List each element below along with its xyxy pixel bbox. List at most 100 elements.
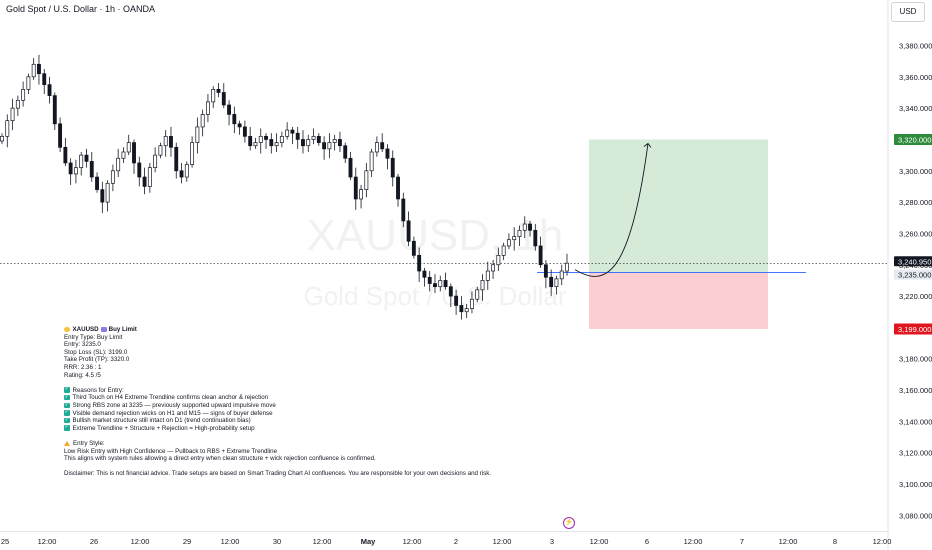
candle-down (179, 170, 184, 178)
x-tick-label: 12:00 (313, 537, 332, 546)
candle-up (21, 88, 26, 101)
symbol-title[interactable]: Gold Spot / U.S. Dollar · 1h · OANDA (6, 4, 156, 14)
candle-down (528, 223, 532, 231)
x-tick-label: 26 (90, 537, 98, 546)
candle-down (443, 280, 448, 288)
y-tick-label: 3,160.000 (899, 386, 932, 395)
sl-price-badge: 3,199.000 (898, 325, 931, 334)
candle-down (411, 240, 416, 256)
candle-up (464, 308, 469, 313)
candle-up (311, 135, 316, 140)
note-line: RRR: 2.36 : 1 (64, 363, 102, 371)
x-tick-label: 12:00 (221, 537, 240, 546)
candle-down (95, 176, 99, 190)
candle-down (89, 161, 94, 178)
candle-down (459, 305, 464, 313)
candle-down (216, 88, 221, 93)
candle-up (190, 142, 195, 165)
candle-down (322, 142, 327, 150)
x-tick-label: 12:00 (403, 537, 422, 546)
candle-down (343, 145, 348, 159)
candle-up (163, 135, 168, 147)
candle-up (480, 280, 485, 291)
candle-up (258, 135, 263, 143)
candle-up (491, 264, 496, 272)
candle-up (306, 139, 311, 147)
x-tick-label: 25 (1, 537, 9, 546)
x-tick-label: 29 (183, 537, 191, 546)
y-tick-label: 3,380.000 (899, 41, 932, 50)
candle-down (237, 123, 242, 128)
y-tick-label: 3,140.000 (899, 417, 932, 426)
candle-up (485, 270, 490, 281)
candle-up (332, 139, 337, 143)
x-tick-label: 8 (833, 537, 837, 546)
candle-down (58, 123, 63, 148)
candle-down (242, 126, 247, 137)
candle-up (285, 129, 290, 137)
candle-up (31, 63, 36, 78)
candle-down (401, 198, 406, 222)
reason-item: ✓ Extreme Trendline + Structure + Rejecti… (64, 424, 255, 432)
y-tick-label: 3,340.000 (899, 104, 932, 113)
candle-up (0, 135, 4, 142)
candle-up (253, 142, 258, 147)
candle-down (295, 132, 300, 140)
y-tick-label: 3,280.000 (899, 198, 932, 207)
note-line: Stop Loss (SL): 3199.0 (64, 348, 128, 356)
candle-up (374, 142, 379, 153)
candle-down (227, 104, 231, 115)
reason-item: ✓ Strong RBS zone at 3235 — previously su… (64, 401, 276, 409)
candle-up (79, 154, 84, 169)
candle-up (359, 189, 363, 200)
candle-down (380, 142, 385, 150)
candle-up (475, 289, 480, 300)
candle-down (549, 276, 554, 288)
candle-down (169, 135, 173, 148)
x-tick-label: 3 (550, 537, 554, 546)
y-tick-label: 3,300.000 (899, 167, 932, 176)
tp-price-badge: 3,320.000 (898, 135, 931, 144)
x-tick-label: 12:00 (590, 537, 609, 546)
note-line: Entry Type: Buy Limit (64, 333, 123, 341)
bulb-icon (64, 326, 70, 333)
candle-down (174, 146, 179, 172)
candle-down (454, 295, 459, 306)
note-heading: XAUUSD Buy Limit (64, 326, 491, 334)
check-icon: ✓ (64, 416, 70, 424)
candle-up (559, 270, 564, 280)
candle-up (512, 236, 517, 241)
loss-zone (589, 272, 768, 329)
candle-up (364, 170, 369, 190)
lightning-icon[interactable]: ⚡ (563, 517, 575, 529)
candle-down (353, 176, 358, 200)
candle-down (348, 157, 353, 178)
candle-down (232, 114, 237, 125)
y-tick-label: 3,180.000 (899, 355, 932, 364)
candle-up (121, 151, 126, 159)
candle-up (517, 229, 522, 237)
chart-icon (100, 326, 107, 333)
candle-up (327, 142, 332, 150)
candle-down (538, 245, 543, 266)
candle-up (369, 151, 374, 172)
candle-down (338, 139, 342, 147)
candle-down (269, 139, 274, 147)
candle-up (184, 164, 189, 178)
candle-down (448, 286, 453, 297)
check-icon: ✓ (64, 393, 70, 401)
check-icon: ✓ (64, 424, 70, 431)
style-line: Low Risk Entry with High Confidence — Pu… (64, 447, 278, 455)
profit-zone (589, 139, 768, 273)
candle-up (110, 170, 115, 184)
currency-button[interactable]: USD (891, 2, 925, 22)
x-tick-label: 12:00 (779, 537, 798, 546)
candle-up (274, 142, 279, 147)
x-tick-label: 12:00 (873, 537, 892, 546)
candle-up (105, 182, 110, 203)
candle-down (390, 157, 395, 178)
candle-down (248, 135, 253, 147)
candle-up (126, 142, 131, 153)
